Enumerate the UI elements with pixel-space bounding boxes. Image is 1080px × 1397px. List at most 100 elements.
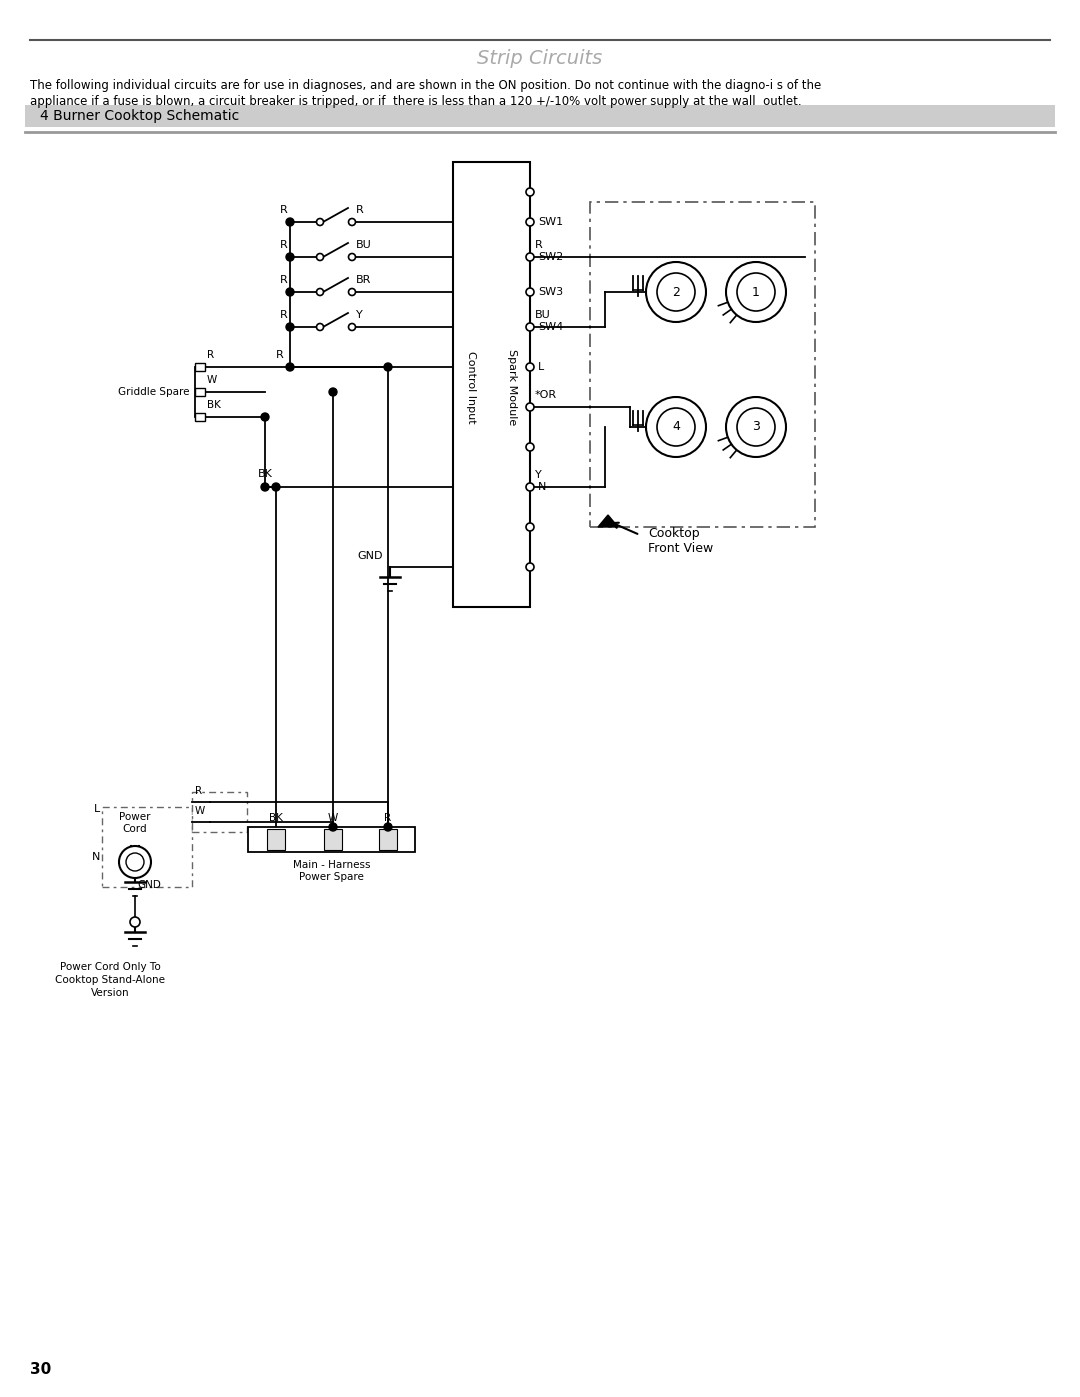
Circle shape [526, 363, 534, 372]
Text: R: R [356, 205, 364, 215]
Circle shape [384, 363, 392, 372]
Text: SW4: SW4 [538, 321, 564, 332]
Bar [195, 363, 205, 372]
Text: W: W [207, 374, 217, 386]
Text: SW2: SW2 [538, 251, 564, 263]
Text: Y: Y [356, 310, 363, 320]
Circle shape [657, 272, 696, 312]
Circle shape [329, 823, 337, 831]
Text: R: R [280, 205, 288, 215]
Text: GND: GND [357, 550, 383, 562]
Bar [195, 414, 205, 420]
Text: BK: BK [257, 469, 272, 479]
Text: 2: 2 [672, 285, 680, 299]
Text: BU: BU [356, 240, 372, 250]
Circle shape [526, 443, 534, 451]
Text: BU: BU [535, 310, 551, 320]
Circle shape [286, 253, 294, 261]
Text: appliance if a fuse is blown, a circuit breaker is tripped, or if  there is less: appliance if a fuse is blown, a circuit … [30, 95, 801, 108]
Bar [324, 828, 342, 849]
Circle shape [316, 324, 324, 331]
Circle shape [657, 408, 696, 446]
Circle shape [737, 272, 775, 312]
Circle shape [526, 563, 534, 571]
Text: Power: Power [119, 812, 151, 821]
Text: R: R [276, 351, 284, 360]
Bar [590, 203, 815, 527]
Circle shape [349, 218, 355, 225]
Text: Cord: Cord [123, 824, 147, 834]
Bar [379, 828, 397, 849]
Text: L: L [538, 362, 544, 372]
Text: SW3: SW3 [538, 286, 563, 298]
Circle shape [316, 218, 324, 225]
Polygon shape [598, 515, 618, 527]
Text: Y: Y [535, 469, 542, 481]
Text: BK: BK [207, 400, 221, 409]
Text: Power Cord Only To: Power Cord Only To [59, 963, 160, 972]
Text: N: N [538, 482, 546, 492]
Circle shape [261, 414, 269, 420]
Circle shape [526, 189, 534, 196]
Text: BR: BR [356, 275, 372, 285]
Bar [453, 162, 530, 608]
Text: W: W [195, 806, 205, 816]
Text: R: R [535, 240, 543, 250]
Text: L: L [94, 805, 100, 814]
Circle shape [272, 483, 280, 490]
Text: R: R [280, 310, 288, 320]
Bar [248, 827, 415, 852]
Text: Griddle Spare: Griddle Spare [119, 387, 190, 397]
Circle shape [316, 253, 324, 260]
Text: R: R [384, 813, 392, 823]
Circle shape [286, 363, 294, 372]
Circle shape [329, 388, 337, 395]
Circle shape [726, 397, 786, 457]
Circle shape [526, 483, 534, 490]
Circle shape [526, 253, 534, 261]
Circle shape [646, 397, 706, 457]
Circle shape [526, 218, 534, 226]
Circle shape [384, 823, 392, 831]
Text: 4: 4 [672, 420, 680, 433]
Circle shape [349, 324, 355, 331]
Circle shape [737, 408, 775, 446]
Text: R: R [207, 351, 214, 360]
Text: Cooktop
Front View: Cooktop Front View [648, 527, 713, 555]
Text: BK: BK [269, 813, 283, 823]
Bar [102, 807, 192, 887]
Circle shape [349, 289, 355, 296]
Circle shape [126, 854, 144, 870]
Bar [25, 105, 1055, 127]
Bar [195, 388, 205, 395]
Text: Strip Circuits: Strip Circuits [477, 49, 603, 68]
Text: Cooktop Stand-Alone: Cooktop Stand-Alone [55, 975, 165, 985]
Circle shape [349, 253, 355, 260]
Circle shape [286, 323, 294, 331]
Text: Spark Module: Spark Module [507, 349, 517, 425]
Circle shape [526, 323, 534, 331]
Text: Version: Version [91, 988, 130, 997]
Text: Control Input: Control Input [465, 351, 476, 423]
Text: 4 Burner Cooktop Schematic: 4 Burner Cooktop Schematic [40, 109, 240, 123]
Circle shape [726, 263, 786, 321]
Text: N: N [92, 852, 100, 862]
Text: 30: 30 [30, 1362, 51, 1376]
Text: R: R [280, 240, 288, 250]
Circle shape [286, 218, 294, 226]
Circle shape [646, 263, 706, 321]
Circle shape [526, 522, 534, 531]
Text: R: R [195, 787, 202, 796]
Text: SW1: SW1 [538, 217, 563, 226]
Text: W: W [328, 813, 338, 823]
Circle shape [119, 847, 151, 877]
Text: Main - Harness: Main - Harness [293, 861, 370, 870]
Text: The following individual circuits are for use in diagnoses, and are shown in the: The following individual circuits are fo… [30, 80, 821, 92]
Circle shape [261, 483, 269, 490]
Text: GND: GND [137, 880, 161, 890]
Bar [267, 828, 285, 849]
Circle shape [526, 402, 534, 411]
Circle shape [526, 288, 534, 296]
Circle shape [286, 288, 294, 296]
Bar [192, 792, 247, 833]
